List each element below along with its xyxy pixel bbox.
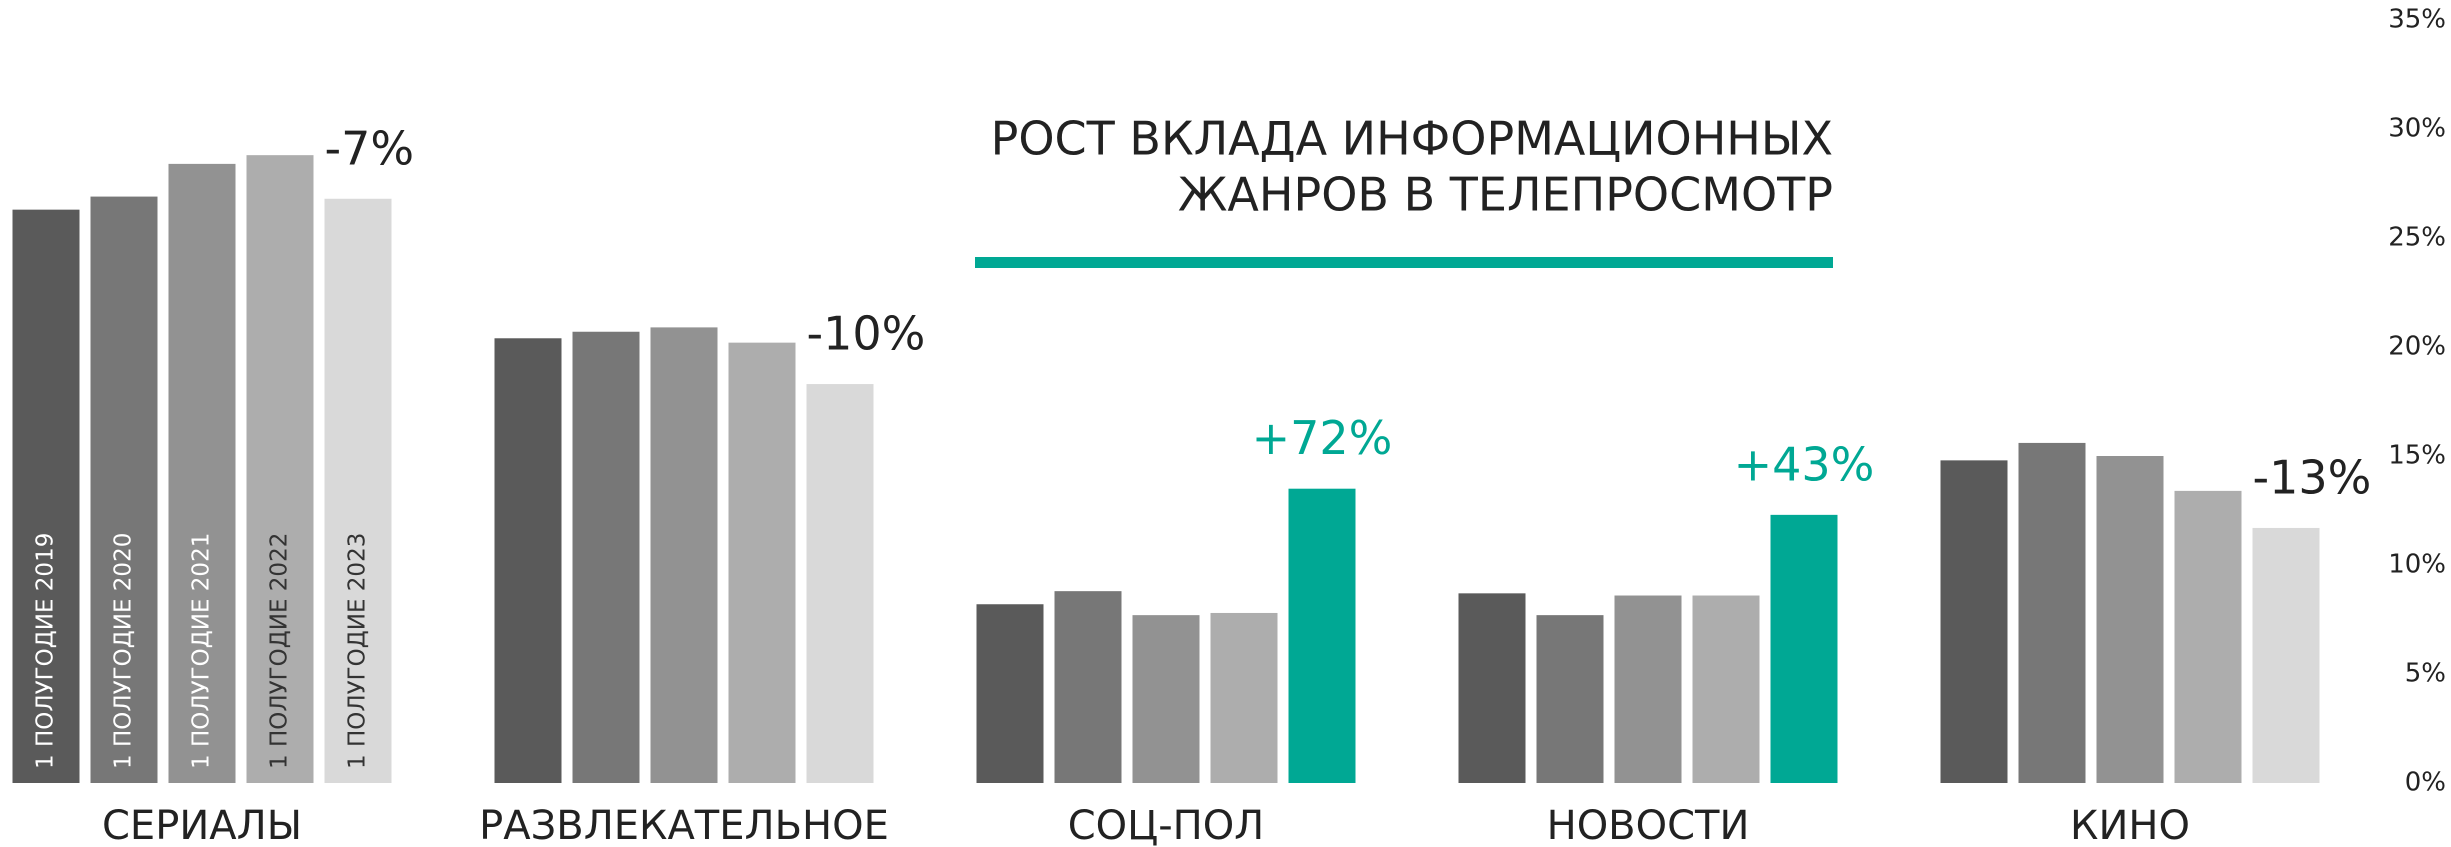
change-label: +72% [1252, 411, 1393, 465]
bar [572, 331, 640, 783]
bar [1288, 488, 1356, 783]
change-label: -10% [807, 307, 926, 361]
y-tick-label: 30% [2388, 114, 2446, 144]
bar [90, 196, 158, 783]
y-tick-label: 20% [2388, 332, 2446, 362]
series-label: 1 ПОЛУГОДИЕ 2023 [345, 533, 371, 769]
bar [324, 198, 392, 783]
y-tick-label: 10% [2388, 550, 2446, 580]
y-tick-label: 35% [2388, 5, 2446, 35]
bar [1132, 615, 1200, 783]
bar [1692, 595, 1760, 783]
x-tick-label: СОЦ-ПОЛ [1068, 803, 1265, 847]
bar [650, 327, 718, 783]
y-tick-label: 5% [2405, 659, 2446, 689]
y-tick-label: 25% [2388, 223, 2446, 253]
bar [1614, 595, 1682, 783]
series-label: 1 ПОЛУГОДИЕ 2021 [189, 533, 215, 769]
bar [728, 342, 796, 783]
bar [1770, 514, 1838, 783]
chart-title: ЖАНРОВ В ТЕЛЕПРОСМОТР [1178, 168, 1833, 222]
change-label: -7% [325, 121, 415, 175]
x-tick-label: НОВОСТИ [1547, 803, 1750, 847]
bar [1536, 615, 1604, 783]
bar [976, 604, 1044, 783]
bar [168, 163, 236, 783]
bar [2252, 527, 2320, 783]
y-tick-label: 0% [2405, 768, 2446, 798]
series-label: 1 ПОЛУГОДИЕ 2022 [267, 533, 293, 769]
bar [806, 384, 874, 783]
bar [2174, 490, 2242, 783]
bar [2096, 456, 2164, 783]
bar [12, 209, 80, 783]
change-label: -13% [2253, 450, 2372, 504]
x-tick-label: КИНО [2070, 803, 2190, 847]
bar [1940, 460, 2008, 783]
title-rule [975, 257, 1833, 268]
bar [1458, 593, 1526, 783]
y-tick-label: 15% [2388, 441, 2446, 471]
bar [494, 338, 562, 783]
bar [1054, 591, 1122, 783]
series-label: 1 ПОЛУГОДИЕ 2019 [33, 533, 59, 769]
bar [2018, 442, 2086, 783]
chart-title: РОСТ ВКЛАДА ИНФОРМАЦИОННЫХ [991, 112, 1833, 166]
change-label: +43% [1734, 437, 1875, 491]
series-label: 1 ПОЛУГОДИЕ 2020 [111, 533, 137, 769]
x-tick-label: РАЗВЛЕКАТЕЛЬНОЕ [479, 803, 889, 847]
bar [1210, 612, 1278, 783]
bar [246, 155, 314, 783]
x-tick-label: СЕРИАЛЫ [102, 803, 302, 847]
